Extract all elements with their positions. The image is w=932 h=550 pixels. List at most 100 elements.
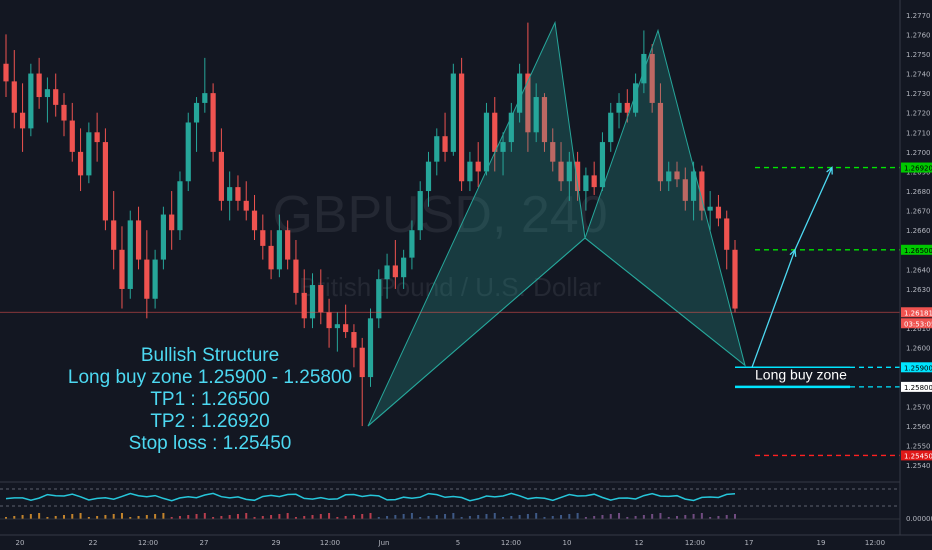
candle-body [318, 285, 324, 313]
histogram-bar [228, 515, 231, 519]
histogram-bar [485, 514, 488, 519]
zone-bottom-price-label: 1.25800 [904, 384, 932, 392]
histogram-bar [402, 514, 405, 519]
candle-body [94, 132, 100, 143]
histogram-bar [261, 516, 264, 519]
histogram-bar [734, 514, 736, 519]
note-line: Stop loss : 1.25450 [128, 433, 292, 454]
price-axis-tick: 1.2570 [906, 403, 931, 411]
countdown-label: 03:53:05 [904, 320, 932, 328]
candle-body [541, 97, 548, 143]
price-axis-tick: 1.2610 [906, 325, 931, 333]
zone-top-price-label-bg [901, 362, 932, 373]
histogram-bar [352, 515, 355, 519]
histogram-bar [386, 516, 389, 519]
candle-body [44, 89, 51, 98]
candle-body [475, 161, 481, 172]
histogram-bar [162, 513, 165, 519]
candle-body [276, 230, 282, 270]
histogram-bar [145, 515, 148, 519]
candle-body [591, 175, 597, 188]
histogram-bar [112, 514, 115, 519]
histogram-bar [502, 517, 505, 519]
candle-body [309, 285, 316, 319]
candle-body [715, 206, 722, 219]
histogram-bar [626, 517, 629, 519]
price-axis-tick: 1.2750 [906, 51, 931, 59]
stop-price-label: 1.25450 [904, 452, 932, 460]
histogram-bar [187, 515, 190, 519]
histogram-bar [717, 516, 720, 519]
candle-body [732, 249, 738, 309]
candle-body [210, 93, 216, 152]
candle-body [724, 218, 730, 250]
time-axis-label: 12:00 [320, 539, 340, 547]
candle-body [690, 171, 697, 201]
indicator-value-label: 0.00000 [906, 515, 932, 523]
projection-arrowhead [789, 248, 797, 257]
candle-body [53, 89, 59, 105]
zone-bottom-price-label-bg [901, 381, 932, 392]
watermark-name: British Pound / U.S. Dollar [299, 272, 601, 302]
candle-body [616, 102, 622, 113]
price-axis-tick: 1.2550 [906, 443, 931, 451]
candle-body [434, 136, 440, 162]
time-axis-label: 12 [635, 539, 644, 547]
candle-body [251, 210, 258, 231]
histogram-bar [344, 516, 347, 519]
candle-body [111, 220, 117, 250]
histogram-bar [609, 514, 612, 519]
time-axis-label: 12:00 [685, 539, 705, 547]
candle-body [193, 102, 200, 123]
candle-body [376, 279, 382, 319]
histogram-bar [236, 514, 239, 519]
candle-body [483, 112, 490, 172]
candle-body [218, 151, 224, 201]
histogram-bar [435, 515, 438, 519]
histogram-bar [13, 516, 16, 519]
zone-label: Long buy zone [755, 366, 847, 382]
price-axis-tick: 1.2670 [906, 208, 931, 216]
note-line: Bullish Structure [140, 345, 280, 366]
candle-body [699, 171, 705, 211]
histogram-bar [377, 517, 380, 519]
candle-body [351, 332, 357, 348]
candle-body [235, 187, 241, 201]
note-line: Long buy zone 1.25900 - 1.25800 [67, 367, 353, 388]
indicator-line [5, 492, 736, 502]
tp1-price-label: 1.26500 [904, 247, 932, 255]
histogram-bar [651, 514, 654, 519]
price-axis-tick: 1.2740 [906, 71, 931, 79]
price-axis-tick: 1.2720 [906, 110, 931, 118]
histogram-bar [154, 514, 157, 519]
histogram-bar [659, 513, 662, 519]
candle-body [135, 220, 142, 260]
candle-body [152, 259, 158, 299]
candle-body [19, 112, 26, 129]
price-axis-tick: 1.2710 [906, 129, 931, 137]
time-axis-label: 27 [200, 539, 209, 547]
candle-body [334, 324, 340, 329]
histogram-bar [700, 513, 703, 519]
histogram-bar [29, 514, 32, 519]
histogram-bar [410, 513, 413, 519]
candle-body [285, 230, 291, 260]
histogram-bar [510, 516, 513, 519]
analysis-note: Bullish Structure Long buy zone 1.25900 … [50, 345, 370, 455]
time-axis-label: 12:00 [865, 539, 885, 547]
candle-body [144, 259, 150, 299]
histogram-bar [543, 517, 546, 519]
candle-body [77, 151, 84, 176]
current-price-label: 1.26181 [904, 309, 932, 317]
histogram-bar [38, 513, 41, 519]
histogram-bar [493, 513, 496, 519]
time-axis-label: 19 [817, 539, 826, 547]
histogram-bar [87, 517, 90, 519]
price-axis-tick: 1.2560 [906, 423, 931, 431]
candle-body [608, 112, 614, 143]
histogram-bar [270, 515, 273, 519]
note-line: TP1 : 1.26500 [150, 389, 270, 410]
candle-body [467, 161, 473, 182]
